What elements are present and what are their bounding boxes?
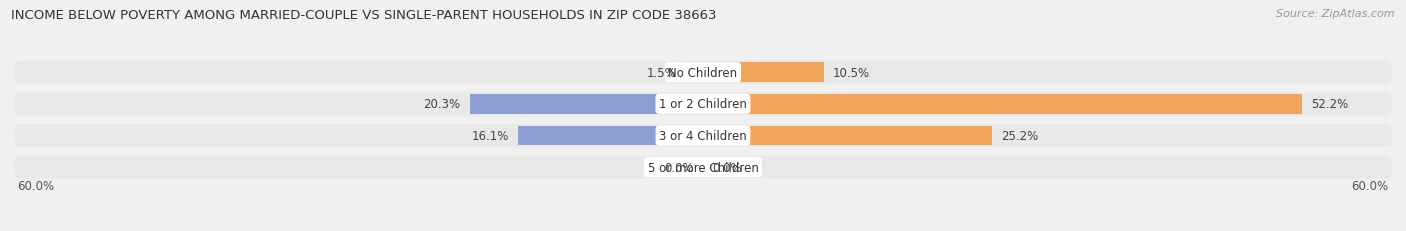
Text: 1 or 2 Children: 1 or 2 Children [659,98,747,111]
Text: 0.0%: 0.0% [713,161,742,174]
FancyBboxPatch shape [14,125,1392,147]
Text: 20.3%: 20.3% [423,98,461,111]
Text: 3 or 4 Children: 3 or 4 Children [659,129,747,142]
Bar [703,95,1302,114]
FancyBboxPatch shape [14,156,1392,179]
Text: INCOME BELOW POVERTY AMONG MARRIED-COUPLE VS SINGLE-PARENT HOUSEHOLDS IN ZIP COD: INCOME BELOW POVERTY AMONG MARRIED-COUPL… [11,9,717,22]
Text: Source: ZipAtlas.com: Source: ZipAtlas.com [1277,9,1395,19]
Text: 0.0%: 0.0% [664,161,693,174]
Bar [470,95,703,114]
Bar [703,126,993,146]
Text: No Children: No Children [668,66,738,79]
FancyBboxPatch shape [14,93,1392,116]
FancyBboxPatch shape [14,61,1392,84]
Text: 25.2%: 25.2% [1001,129,1039,142]
Bar [686,63,703,83]
Text: 10.5%: 10.5% [832,66,870,79]
Text: 16.1%: 16.1% [471,129,509,142]
Text: 52.2%: 52.2% [1312,98,1348,111]
Bar [519,126,703,146]
Text: 1.5%: 1.5% [647,66,676,79]
Text: 60.0%: 60.0% [1351,179,1389,192]
Text: 5 or more Children: 5 or more Children [648,161,758,174]
Bar [703,63,824,83]
Text: 60.0%: 60.0% [17,179,55,192]
